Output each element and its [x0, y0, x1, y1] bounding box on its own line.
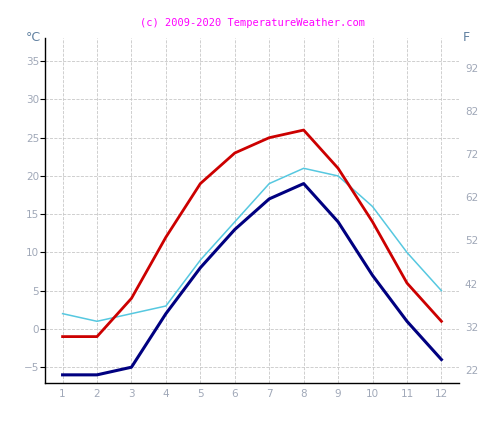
- Y-axis label: F: F: [463, 31, 470, 44]
- Y-axis label: °C: °C: [26, 31, 41, 44]
- Text: (c) 2009-2020 TemperatureWeather.com: (c) 2009-2020 TemperatureWeather.com: [140, 18, 364, 28]
